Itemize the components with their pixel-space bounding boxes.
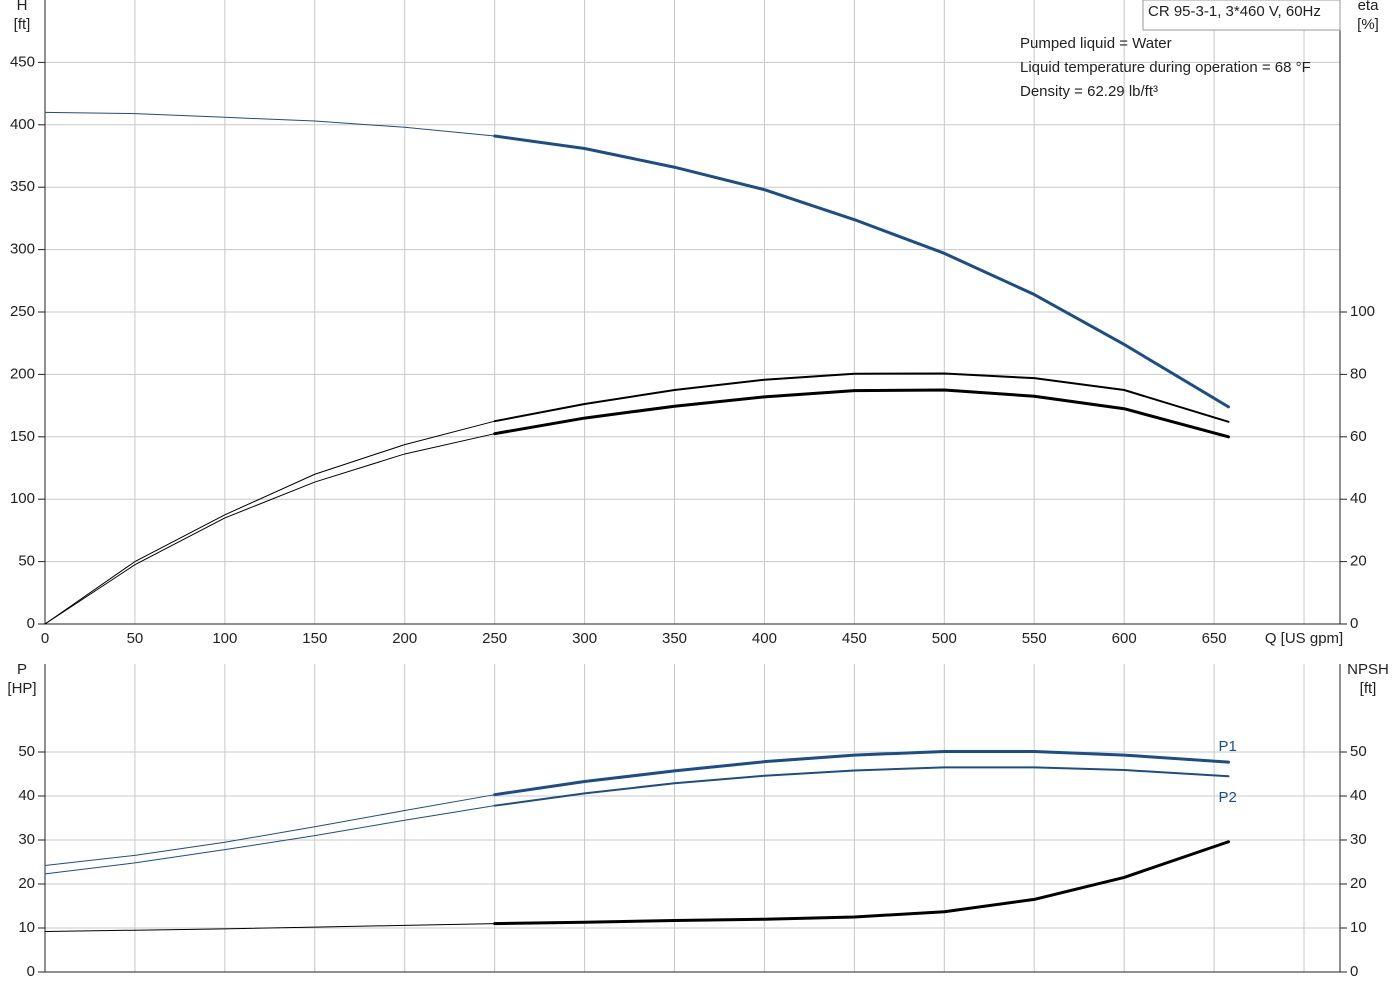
x-tick-label: 300 xyxy=(572,630,597,647)
x-tick-label: Q [US gpm] xyxy=(1265,630,1343,647)
temperature-info: Liquid temperature during operation = 68… xyxy=(1020,59,1311,76)
y2-tick-label: 40 xyxy=(1350,787,1367,804)
y2-tick-label: 30 xyxy=(1350,831,1367,848)
curve xyxy=(44,433,496,625)
info-box xyxy=(1142,0,1341,31)
x-tick-label: 600 xyxy=(1112,630,1137,647)
y-tick-label: 0 xyxy=(27,615,35,632)
curve xyxy=(493,766,1230,807)
y-tick-label: 20 xyxy=(18,875,35,892)
curve xyxy=(44,420,496,625)
curve xyxy=(493,134,1230,409)
y-axis-label: H xyxy=(17,0,28,14)
y-tick-label: 50 xyxy=(18,743,35,760)
y-axis-label: [HP] xyxy=(7,680,36,697)
x-tick-label: 0 xyxy=(41,630,49,647)
curve xyxy=(493,388,1230,439)
y-tick-label: 250 xyxy=(10,303,35,320)
curve xyxy=(493,372,1230,423)
pump-name: CR 95-3-1, 3*460 V, 60Hz xyxy=(1148,3,1321,20)
curve xyxy=(44,923,496,933)
y2-axis-label: eta xyxy=(1358,0,1380,14)
y2-tick-label: 80 xyxy=(1350,365,1367,382)
series-label: P1 xyxy=(1218,738,1236,755)
y-tick-label: 30 xyxy=(18,831,35,848)
y-tick-label: 450 xyxy=(10,53,35,70)
y2-tick-label: 40 xyxy=(1350,490,1367,507)
y-tick-label: 200 xyxy=(10,365,35,382)
y2-tick-label: 50 xyxy=(1350,743,1367,760)
y-tick-label: 300 xyxy=(10,241,35,258)
y2-tick-label: 20 xyxy=(1350,875,1367,892)
x-tick-label: 450 xyxy=(842,630,867,647)
density-info: Density = 62.29 lb/ft³ xyxy=(1020,83,1158,100)
y-tick-label: 350 xyxy=(10,178,35,195)
curve xyxy=(44,111,496,137)
curve xyxy=(493,750,1230,797)
y-tick-label: 40 xyxy=(18,787,35,804)
x-tick-label: 650 xyxy=(1202,630,1227,647)
y-tick-label: 10 xyxy=(18,919,35,936)
y-tick-label: 50 xyxy=(18,553,35,570)
y2-tick-label: 0 xyxy=(1350,963,1358,980)
curve xyxy=(493,840,1230,926)
series-label: P2 xyxy=(1218,789,1236,806)
y-tick-label: 150 xyxy=(10,428,35,445)
x-tick-label: 150 xyxy=(302,630,327,647)
x-tick-label: 50 xyxy=(127,630,144,647)
y-axis-label: [ft] xyxy=(14,16,31,33)
x-tick-label: 250 xyxy=(482,630,507,647)
y-axis-label: P xyxy=(17,661,27,678)
y2-tick-label: 10 xyxy=(1350,919,1367,936)
y2-tick-label: 20 xyxy=(1350,553,1367,570)
y2-axis-label: [%] xyxy=(1357,16,1379,33)
x-tick-label: 550 xyxy=(1022,630,1047,647)
y-tick-label: 400 xyxy=(10,116,35,133)
liquid-info: Pumped liquid = Water xyxy=(1020,35,1172,52)
y2-tick-label: 100 xyxy=(1350,303,1375,320)
y-tick-label: 0 xyxy=(27,963,35,980)
y2-axis-label: [ft] xyxy=(1360,680,1377,697)
y2-axis-label: NPSH xyxy=(1347,661,1389,678)
y2-tick-label: 60 xyxy=(1350,428,1367,445)
x-tick-label: 350 xyxy=(662,630,687,647)
x-tick-label: 500 xyxy=(932,630,957,647)
y2-tick-label: 0 xyxy=(1350,615,1358,632)
x-tick-label: 100 xyxy=(212,630,237,647)
x-tick-label: 400 xyxy=(752,630,777,647)
curve xyxy=(44,805,496,875)
y-tick-label: 100 xyxy=(10,490,35,507)
curve xyxy=(44,794,496,867)
x-tick-label: 200 xyxy=(392,630,417,647)
